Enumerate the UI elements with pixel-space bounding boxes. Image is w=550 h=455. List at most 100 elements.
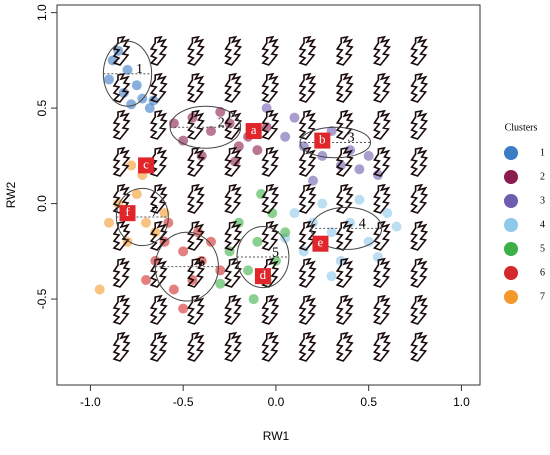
point: [317, 198, 328, 209]
x-tick-label: 1.0: [453, 395, 470, 409]
shape-glyph: [335, 35, 354, 66]
point: [126, 99, 137, 110]
legend-swatch: [504, 146, 518, 160]
shape-glyph: [261, 220, 280, 251]
point: [363, 236, 374, 247]
shape-glyph: [335, 220, 354, 251]
point: [131, 189, 142, 200]
shape-glyph: [410, 109, 429, 140]
shape-glyph: [261, 72, 280, 103]
legend-label: 4: [540, 219, 545, 230]
legend-label: 3: [540, 195, 545, 206]
cluster-label: 5: [272, 245, 279, 260]
shape-glyph: [261, 109, 280, 140]
shape-glyph: [335, 257, 354, 288]
point: [308, 175, 319, 186]
shape-glyph: [261, 294, 280, 325]
legend-swatch: [504, 242, 518, 256]
shape-glyph: [149, 220, 168, 251]
shape-glyph: [186, 146, 205, 177]
point: [391, 221, 402, 232]
shape-glyph: [335, 109, 354, 140]
shape-glyph: [298, 109, 317, 140]
point: [317, 150, 328, 161]
point: [326, 227, 337, 238]
point: [126, 160, 137, 171]
point: [94, 284, 105, 295]
shape-glyph: [335, 72, 354, 103]
point: [159, 208, 170, 219]
shape-glyph: [298, 146, 317, 177]
point: [289, 208, 300, 219]
point: [205, 126, 216, 137]
shape-glyph: [298, 257, 317, 288]
shape-glyph: [335, 183, 354, 214]
point: [289, 112, 300, 123]
point: [178, 303, 189, 314]
legend-swatch: [504, 290, 518, 304]
shape-glyph: [186, 220, 205, 251]
shape-glyph: [186, 257, 205, 288]
shape-glyph: [410, 35, 429, 66]
point: [252, 145, 263, 156]
point: [363, 150, 374, 161]
annotation-label: e: [318, 235, 324, 250]
shape-glyph: [298, 220, 317, 251]
annotation-label: a: [251, 122, 257, 137]
shape-glyph: [298, 331, 317, 362]
x-tick-label: -0.5: [173, 395, 194, 409]
legend-title: Clusters: [505, 122, 538, 133]
annotation-marker: [254, 268, 271, 285]
shape-glyph: [112, 72, 131, 103]
shape-glyph: [298, 72, 317, 103]
point: [103, 217, 114, 228]
shape-glyph: [410, 257, 429, 288]
shape-glyph: [335, 331, 354, 362]
shape-glyph: [224, 257, 243, 288]
annotation-marker: [314, 132, 331, 149]
shape-glyph: [149, 35, 168, 66]
annotation-label: c: [143, 156, 149, 171]
cluster-label: 2: [218, 115, 225, 130]
shape-glyph: [410, 220, 429, 251]
shape-glyph: [186, 294, 205, 325]
shape-glyph: [410, 72, 429, 103]
point: [196, 150, 207, 161]
shape-glyph: [149, 331, 168, 362]
shape-glyph: [149, 109, 168, 140]
x-tick-label: 0.0: [268, 395, 285, 409]
cluster-label: 6: [198, 255, 205, 270]
legend-swatch: [504, 194, 518, 208]
shape-glyph: [261, 146, 280, 177]
point: [122, 64, 133, 75]
cluster-ellipse: [115, 187, 169, 247]
point: [131, 80, 142, 91]
shape-glyph: [372, 331, 391, 362]
shape-glyph: [224, 72, 243, 103]
point: [248, 294, 259, 305]
legend-swatch: [504, 218, 518, 232]
x-axis-label: RW1: [263, 429, 290, 443]
annotation-marker: [312, 235, 329, 252]
shape-glyph: [224, 183, 243, 214]
y-tick-label: 0.5: [35, 99, 49, 116]
shape-glyph: [224, 220, 243, 251]
shape-glyph: [186, 72, 205, 103]
annotation-label: f: [125, 204, 130, 219]
shape-glyph: [186, 183, 205, 214]
shape-glyph: [372, 257, 391, 288]
point: [280, 131, 291, 142]
legend-label: 1: [540, 147, 545, 158]
shape-glyph: [372, 220, 391, 251]
shape-glyph: [186, 109, 205, 140]
legend-swatch: [504, 170, 518, 184]
point: [382, 208, 393, 219]
shape-glyph: [335, 146, 354, 177]
point: [243, 265, 254, 276]
point: [178, 246, 189, 257]
shape-glyph: [261, 35, 280, 66]
shape-glyph: [298, 294, 317, 325]
point: [354, 194, 365, 205]
point: [252, 236, 263, 247]
